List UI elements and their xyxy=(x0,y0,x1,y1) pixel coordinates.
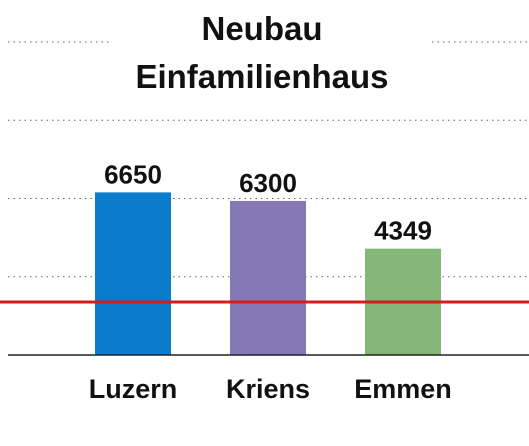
value-label-luzern: 6650 xyxy=(104,159,162,189)
bar-kriens xyxy=(230,200,306,355)
gridlines xyxy=(8,41,529,278)
chart-title-line-1: Neubau xyxy=(201,10,322,47)
labels: 6650 Luzern 6300 Kriens 4349 Emmen xyxy=(89,159,452,404)
value-label-emmen: 4349 xyxy=(374,216,432,246)
value-label-kriens: 6300 xyxy=(239,168,297,198)
category-label-emmen: Emmen xyxy=(354,374,452,404)
chart-title-line-2: Einfamilienhaus xyxy=(135,58,388,95)
category-label-luzern: Luzern xyxy=(89,374,178,404)
bars xyxy=(95,192,441,355)
category-label-kriens: Kriens xyxy=(226,374,310,404)
bar-luzern xyxy=(95,192,171,355)
